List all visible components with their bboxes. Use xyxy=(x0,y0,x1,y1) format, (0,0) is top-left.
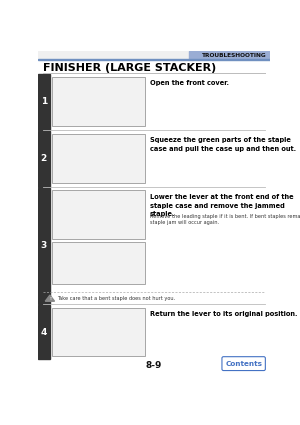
Bar xyxy=(52,242,145,284)
FancyBboxPatch shape xyxy=(222,357,266,371)
Text: Squeeze the green parts of the staple
case and pull the case up and then out.: Squeeze the green parts of the staple ca… xyxy=(150,137,296,152)
Text: Return the lever to its original position.: Return the lever to its original positio… xyxy=(150,311,297,317)
Bar xyxy=(52,190,145,239)
Text: Remove the leading staple if it is bent. If bent staples remain, a
staple jam wi: Remove the leading staple if it is bent.… xyxy=(150,214,300,225)
Bar xyxy=(38,188,50,303)
Bar xyxy=(38,51,270,59)
Bar xyxy=(38,59,270,60)
Text: Take care that a bent staple does not hurt you.: Take care that a bent staple does not hu… xyxy=(57,297,175,301)
Polygon shape xyxy=(45,295,55,301)
Text: 3: 3 xyxy=(40,241,47,250)
Bar xyxy=(189,51,270,59)
Text: Open the front cover.: Open the front cover. xyxy=(150,80,229,86)
Text: 4: 4 xyxy=(40,328,47,337)
Text: Contents: Contents xyxy=(225,361,262,367)
Text: Lower the lever at the front end of the
staple case and remove the jammed
staple: Lower the lever at the front end of the … xyxy=(150,194,293,217)
Bar xyxy=(38,131,50,187)
Bar xyxy=(52,77,145,127)
Text: TROUBLESHOOTING: TROUBLESHOOTING xyxy=(202,53,267,58)
Text: 1: 1 xyxy=(40,97,47,106)
Text: 2: 2 xyxy=(40,154,47,163)
Text: 8-9: 8-9 xyxy=(146,361,162,370)
Text: !: ! xyxy=(49,298,51,301)
Text: FINISHER (LARGE STACKER): FINISHER (LARGE STACKER) xyxy=(43,63,216,73)
Bar xyxy=(38,305,50,359)
Bar xyxy=(38,74,50,130)
Bar xyxy=(52,134,145,184)
Bar xyxy=(52,308,145,356)
